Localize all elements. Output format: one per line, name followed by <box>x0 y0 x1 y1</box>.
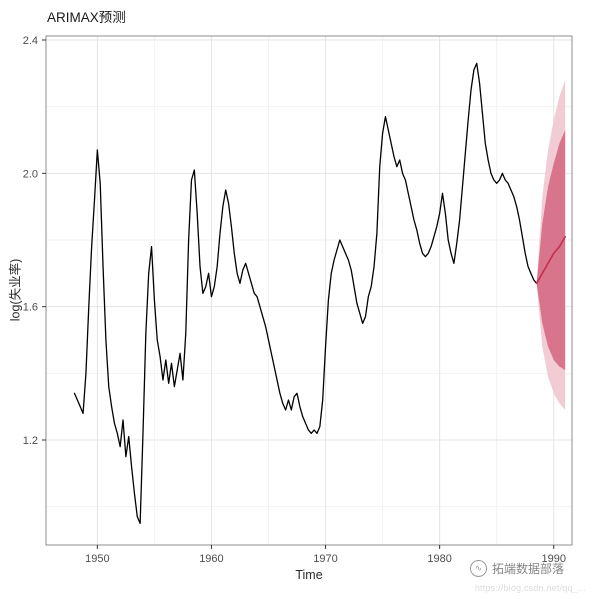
y-tick-label: 2.4 <box>23 35 38 47</box>
chart-title: ARIMAX预测 <box>47 10 126 25</box>
x-tick-label: 1950 <box>85 553 109 565</box>
watermark: ∿ 拓端数据部落 <box>469 560 564 577</box>
confidence-bands <box>536 80 566 410</box>
y-tick-label: 1.6 <box>23 302 38 314</box>
axis-ticks-and-labels: 1950 1960 1970 1980 1990 1.2 1.6 2.0 2.4 <box>23 35 566 565</box>
wave-logo-icon: ∿ <box>469 560 487 577</box>
x-axis-title: Time <box>295 568 323 582</box>
band-80% <box>536 130 566 370</box>
y-axis-title: log(失业率) <box>8 258 23 322</box>
observed-line <box>73 62 538 524</box>
y-tick-label: 1.2 <box>23 435 38 447</box>
x-tick-label: 1980 <box>427 553 451 565</box>
x-tick-label: 1970 <box>313 553 337 565</box>
x-tick-label: 1960 <box>199 553 223 565</box>
y-tick-label: 2.0 <box>23 168 38 180</box>
watermark-url: https://blog.csdn.net/qq_... <box>474 583 586 593</box>
watermark-text: 拓端数据部落 <box>491 562 564 576</box>
panel-background <box>46 36 572 545</box>
panel-border <box>45 35 573 546</box>
forecast_mean-line <box>535 235 566 285</box>
x-tick-label: 1990 <box>542 553 566 565</box>
